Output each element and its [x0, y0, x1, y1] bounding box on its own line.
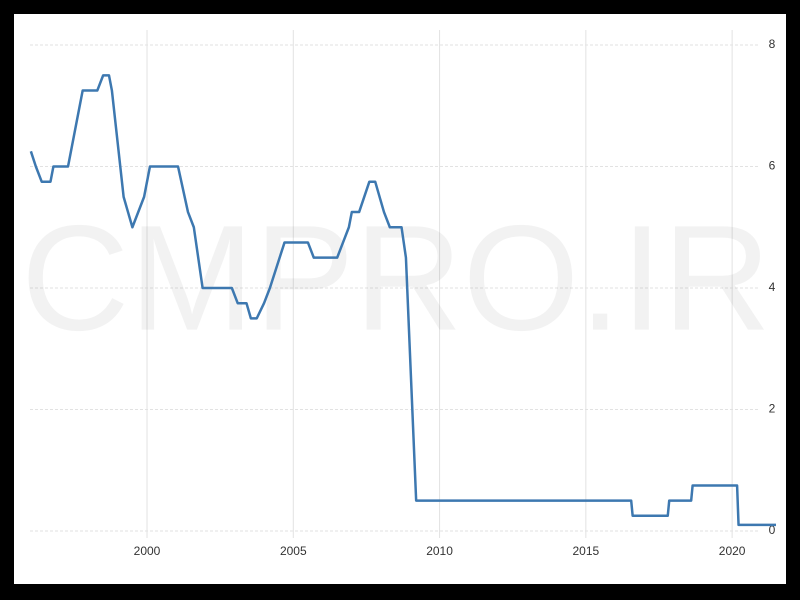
- y-tick-label: 2: [769, 402, 776, 416]
- y-tick-label: 0: [769, 523, 776, 537]
- data-line: [29, 74, 776, 527]
- x-tick-label: 2005: [280, 544, 307, 558]
- y-tick-label: 8: [769, 37, 776, 51]
- x-tick-label: 2020: [719, 544, 746, 558]
- watermark: CMPRO.IR: [21, 194, 771, 362]
- y-tick-label: 6: [769, 159, 776, 173]
- x-tick-label: 2000: [134, 544, 161, 558]
- y-tick-label: 4: [769, 280, 776, 294]
- x-tick-label: 2015: [572, 544, 599, 558]
- plot: 0 2 4 6 8 2000 2005 2010 2015 2020: [29, 37, 776, 558]
- x-tick-label: 2010: [426, 544, 453, 558]
- chart-background: [14, 14, 786, 584]
